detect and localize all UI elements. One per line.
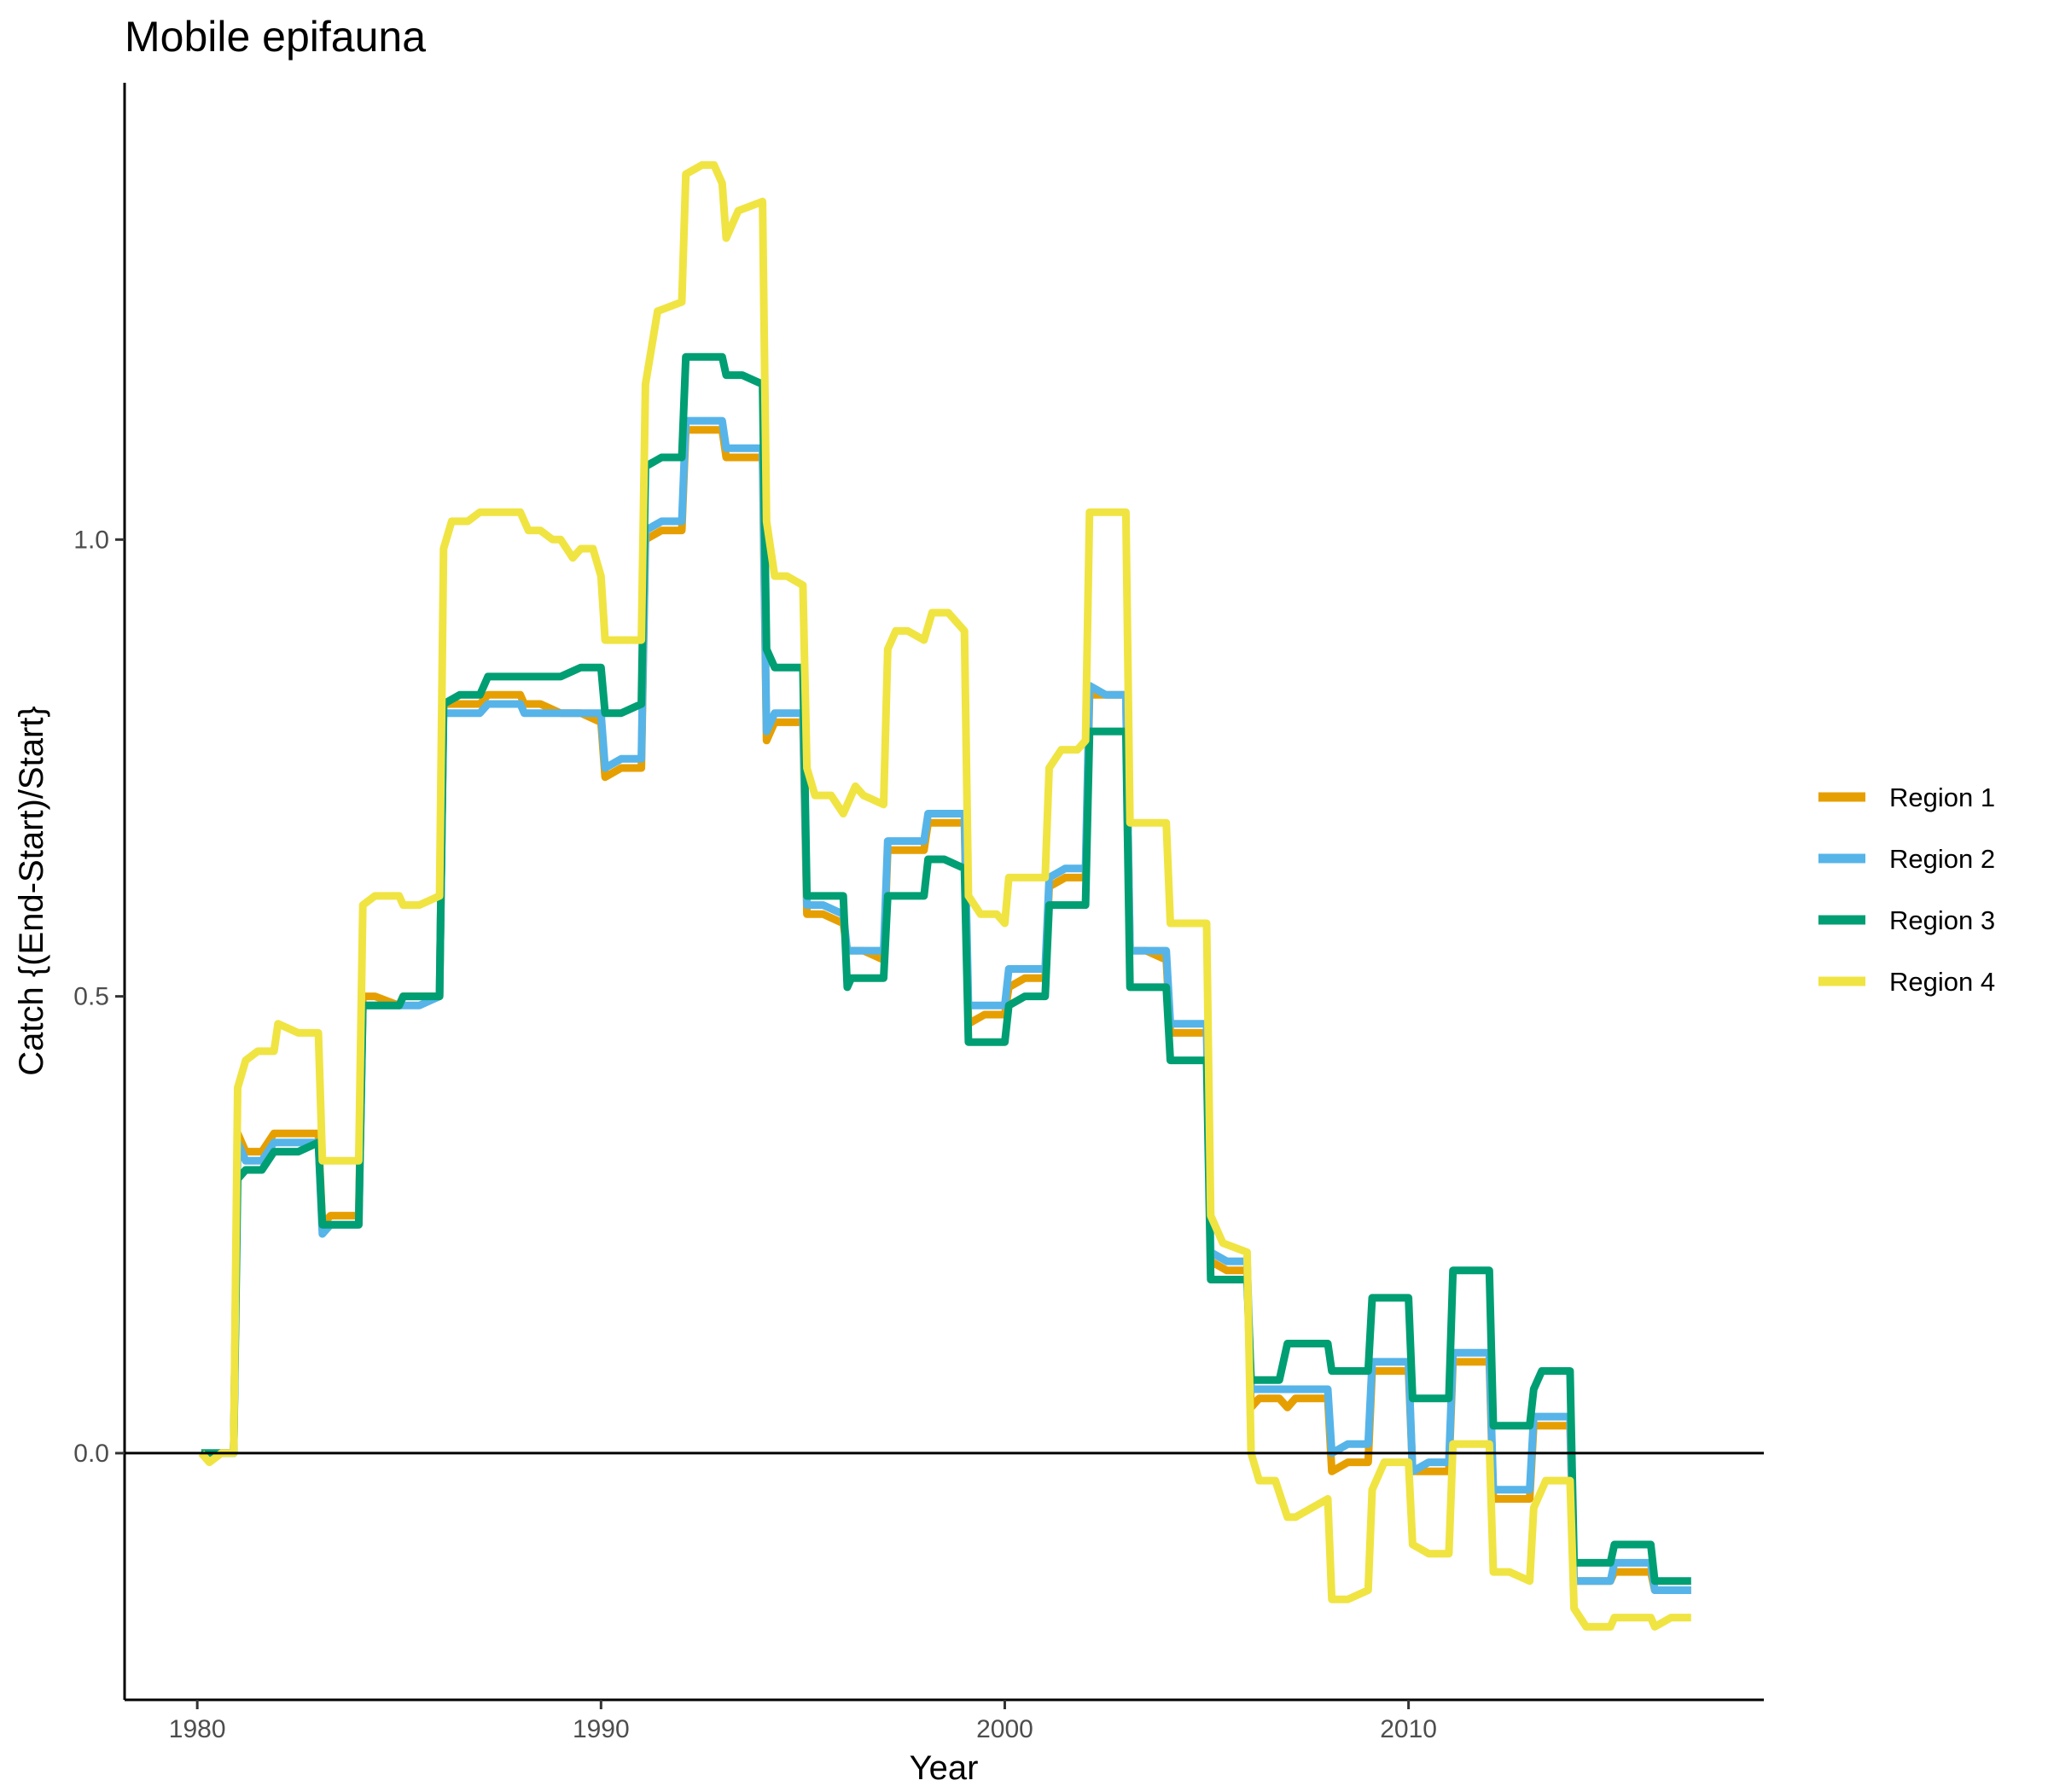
- series-line-region-3: [201, 352, 1691, 1585]
- series-line-region-4: [198, 160, 1691, 1631]
- legend-label-region-2: Region 2: [1889, 844, 1995, 874]
- x-tick-label: 1990: [573, 1715, 630, 1743]
- x-tick-label: 2010: [1380, 1715, 1437, 1743]
- y-tick-label: 0.0: [73, 1440, 109, 1468]
- y-axis-ticks: 0.0 0.5 1.0: [73, 526, 125, 1468]
- legend-label-region-1: Region 1: [1889, 783, 1995, 812]
- x-axis-label: Year: [910, 1749, 979, 1787]
- y-tick-label: 0.5: [73, 983, 109, 1011]
- x-tick-label: 2000: [976, 1715, 1033, 1743]
- legend-label-region-3: Region 3: [1889, 905, 1995, 935]
- chart-title: Mobile epifauna: [125, 13, 426, 61]
- plot-area: [125, 160, 1764, 1631]
- x-tick-label: 1980: [169, 1715, 226, 1743]
- y-axis-label: Catch {(End-Start)/Start}: [13, 706, 50, 1076]
- legend: Region 1 Region 2 Region 3 Region 4: [1818, 783, 1995, 997]
- y-tick-label: 1.0: [73, 526, 109, 554]
- series-layer: [198, 160, 1691, 1631]
- x-axis-ticks: 1980 1990 2000 2010: [169, 1700, 1437, 1743]
- legend-label-region-4: Region 4: [1889, 967, 1995, 997]
